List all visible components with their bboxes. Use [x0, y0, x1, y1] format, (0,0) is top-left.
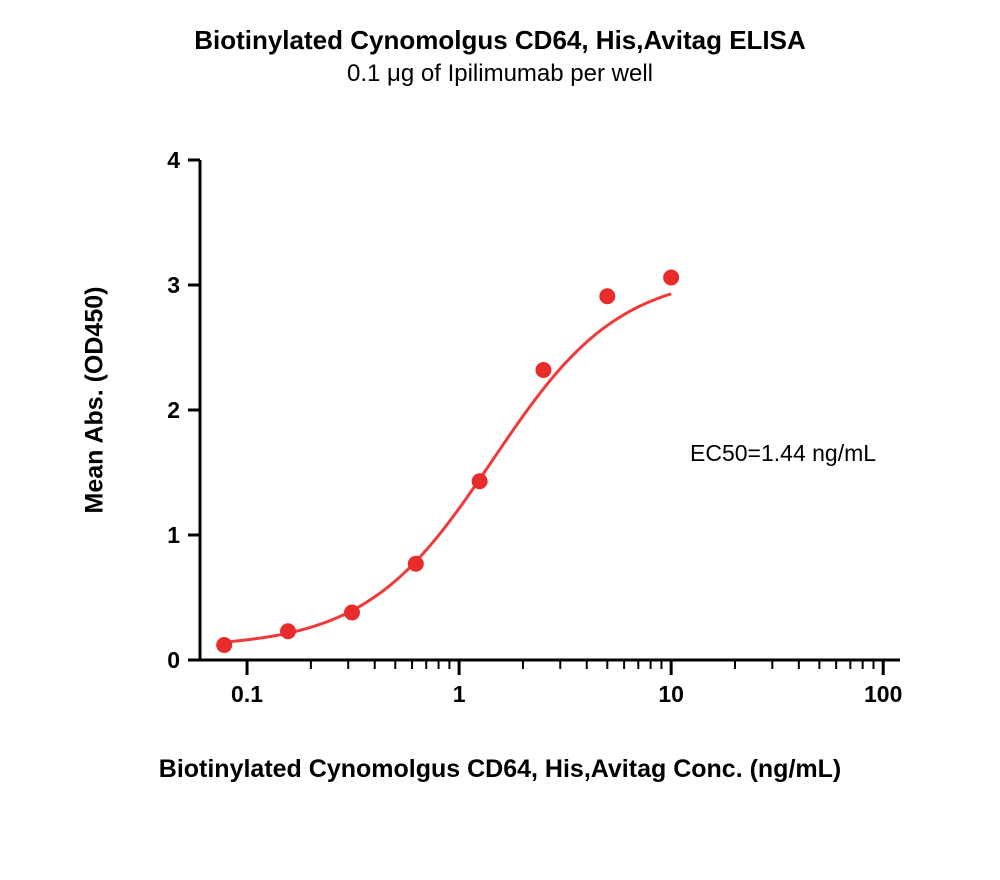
y-tick-label: 4	[167, 147, 180, 173]
y-tick-label: 2	[167, 397, 180, 423]
data-point	[472, 473, 488, 489]
points-group	[216, 270, 679, 654]
chart-svg: 0 1 2 3 4 0.1 1 10 100	[0, 0, 1000, 880]
x-tick-label: 0.1	[231, 681, 263, 707]
x-tick-label: 10	[658, 681, 684, 707]
y-tick-label: 3	[167, 272, 180, 298]
data-point	[408, 556, 424, 572]
data-point	[344, 605, 360, 621]
chart-container: Biotinylated Cynomolgus CD64, His,Avitag…	[0, 0, 1000, 880]
data-point	[663, 270, 679, 286]
data-point	[216, 637, 232, 653]
x-tick-label: 100	[864, 681, 902, 707]
y-tick-label: 0	[167, 647, 180, 673]
curve-group	[224, 294, 671, 642]
data-point	[535, 362, 551, 378]
y-tick-label: 1	[167, 522, 180, 548]
data-point	[280, 623, 296, 639]
dose-response-curve	[224, 294, 671, 642]
axes-group: 0 1 2 3 4 0.1 1 10 100	[167, 147, 902, 707]
x-tick-label: 1	[453, 681, 466, 707]
data-point	[599, 288, 615, 304]
